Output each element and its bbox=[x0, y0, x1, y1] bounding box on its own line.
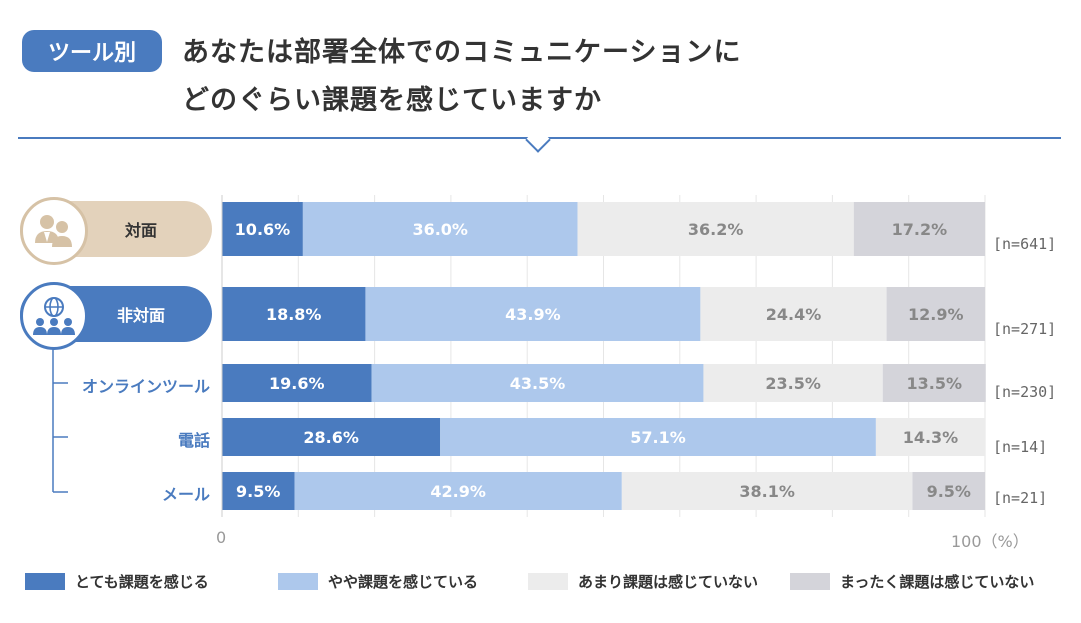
bar-segment bbox=[700, 287, 887, 341]
group-label-remote: 非対面 bbox=[116, 306, 165, 325]
data-label: 13.5% bbox=[907, 374, 963, 393]
bar-segment bbox=[365, 287, 701, 341]
page-title-line1: あなたは部署全体でのコミュニケーションに bbox=[182, 37, 742, 68]
bar-segment bbox=[703, 364, 883, 402]
bar-segment bbox=[853, 202, 985, 256]
axis-unit: （%） bbox=[981, 532, 1029, 551]
legend-item-little: あまり課題は感じていない bbox=[528, 571, 758, 592]
bar-segment bbox=[294, 472, 622, 510]
bar-segment bbox=[222, 418, 441, 456]
legend-swatch-strong bbox=[25, 573, 65, 590]
legend-swatch-little bbox=[528, 573, 568, 590]
legend-label-strong: とても課題を感じる bbox=[75, 573, 209, 591]
data-label: 18.8% bbox=[266, 305, 322, 324]
axis-max-value: 100 bbox=[951, 532, 982, 551]
bar-segment bbox=[222, 364, 372, 402]
category-label-mail: メール bbox=[161, 485, 210, 504]
data-label: 19.6% bbox=[269, 374, 325, 393]
data-label: 23.5% bbox=[765, 374, 821, 393]
data-label: 12.9% bbox=[908, 305, 964, 324]
data-label: 57.1% bbox=[630, 428, 686, 447]
legend-label-none: まったく課題は感じていない bbox=[840, 573, 1035, 591]
legend-item-none: まったく課題は感じていない bbox=[790, 571, 1034, 592]
bar-segment bbox=[875, 418, 985, 456]
sample-size-mail: [n=21] bbox=[993, 489, 1048, 507]
category-label-phone: 電話 bbox=[177, 431, 210, 450]
legend-item-strong: とても課題を感じる bbox=[25, 571, 209, 592]
data-label: 24.4% bbox=[766, 305, 822, 324]
data-label: 36.2% bbox=[688, 220, 744, 239]
bar-segment bbox=[222, 202, 303, 256]
bar-segment bbox=[371, 364, 704, 402]
bar-segment bbox=[222, 287, 366, 341]
data-label: 43.5% bbox=[510, 374, 566, 393]
bar-segment bbox=[440, 418, 876, 456]
tool-category-tag: ツール別 bbox=[22, 30, 162, 72]
legend-swatch-some bbox=[278, 573, 318, 590]
legend-swatch-none bbox=[790, 573, 830, 590]
data-label: 9.5% bbox=[927, 482, 971, 501]
sample-size-online-tools: [n=230] bbox=[993, 383, 1057, 401]
sample-size-remote: [n=271] bbox=[993, 320, 1057, 338]
bar-segment bbox=[302, 202, 578, 256]
bar-segment bbox=[222, 472, 295, 510]
data-label: 42.9% bbox=[430, 482, 486, 501]
bar-segment bbox=[912, 472, 985, 510]
data-label: 43.9% bbox=[505, 305, 561, 324]
legend-label-little: あまり課題は感じていない bbox=[578, 573, 759, 591]
group-label-face-to-face: 対面 bbox=[124, 221, 157, 240]
bar-segment bbox=[882, 364, 986, 402]
sample-size-phone: [n=14] bbox=[993, 438, 1048, 456]
page-title-line2: どのぐらい課題を感じていますか bbox=[182, 85, 602, 116]
data-label: 9.5% bbox=[236, 482, 280, 501]
bar-segment bbox=[621, 472, 913, 510]
data-label: 28.6% bbox=[303, 428, 359, 447]
data-label: 36.0% bbox=[412, 220, 468, 239]
legend-label-some: やや課題を感じている bbox=[328, 573, 479, 591]
data-label: 17.2% bbox=[892, 220, 948, 239]
data-label: 10.6% bbox=[235, 220, 291, 239]
data-label: 38.1% bbox=[739, 482, 795, 501]
bar-segment bbox=[577, 202, 854, 256]
bar-segment bbox=[886, 287, 985, 341]
people-icon bbox=[20, 197, 88, 265]
legend-item-some: やや課題を感じている bbox=[278, 571, 478, 592]
category-label-online-tools: オンラインツール bbox=[81, 377, 210, 396]
axis-min-label: 0 bbox=[216, 528, 227, 547]
axis-max-label: 100（%） bbox=[951, 528, 1029, 552]
sample-size-face-to-face: [n=641] bbox=[993, 235, 1057, 253]
data-label: 14.3% bbox=[903, 428, 959, 447]
globe-people-icon bbox=[20, 282, 88, 350]
